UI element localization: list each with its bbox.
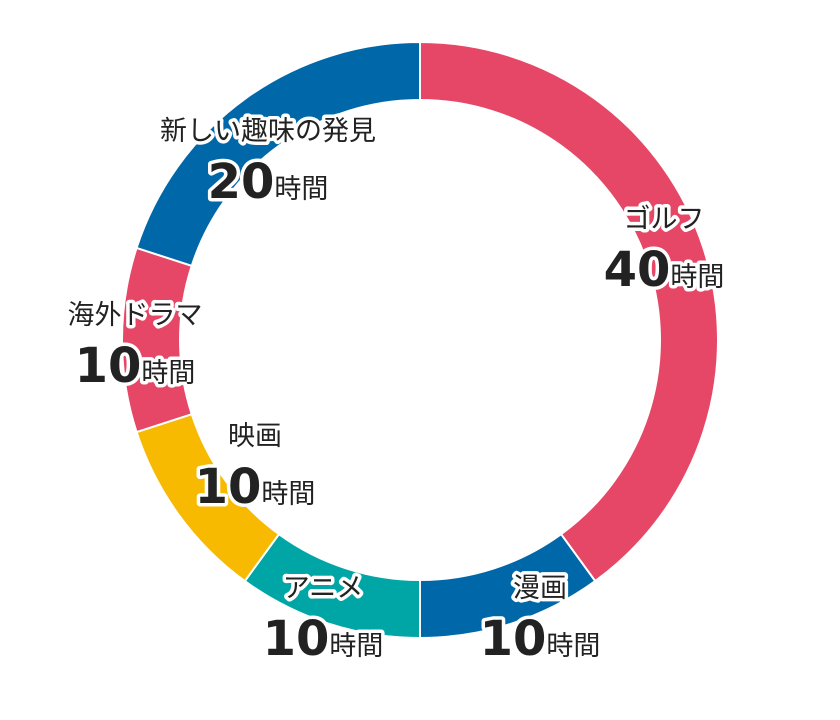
slice-label-name: 映画 bbox=[228, 421, 282, 452]
slice-label: ゴルフ 40時間 bbox=[600, 201, 728, 302]
slice-label: アニメ 10時間 bbox=[259, 570, 387, 671]
donut-slice bbox=[135, 40, 421, 268]
slice-value-unit: 時間 bbox=[261, 479, 315, 510]
slice-label-value: 20時間 bbox=[208, 154, 329, 210]
slices-group bbox=[121, 40, 719, 640]
slice-value-number: 20 bbox=[208, 154, 275, 210]
slice-value-unit: 時間 bbox=[274, 174, 328, 205]
slice-label-name: ゴルフ bbox=[624, 204, 705, 235]
donut-slice bbox=[419, 40, 719, 583]
slice-value-number: 10 bbox=[75, 338, 142, 394]
slice-label-name: アニメ bbox=[283, 573, 363, 604]
slice-label-value: 10時間 bbox=[195, 459, 316, 515]
slice-label: 新しい趣味の発見 20時間 bbox=[157, 113, 380, 214]
slice-value-unit: 時間 bbox=[141, 358, 195, 389]
slice-value-unit: 時間 bbox=[329, 631, 383, 662]
slice-value-number: 40 bbox=[604, 242, 671, 298]
slice-label-value: 10時間 bbox=[75, 338, 196, 394]
slice-value-number: 10 bbox=[195, 459, 262, 515]
slice-label-name: 新しい趣味の発見 bbox=[160, 116, 376, 147]
slice-label-value: 10時間 bbox=[480, 611, 601, 667]
labels-group: ゴルフ40時間漫画10時間アニメ10時間映画10時間海外ドラマ10時間新しい趣味… bbox=[64, 113, 728, 671]
slice-label-value: 40時間 bbox=[604, 242, 725, 298]
slice-value-unit: 時間 bbox=[546, 631, 600, 662]
slice-label-name: 海外ドラマ bbox=[68, 300, 203, 331]
slice-label: 海外ドラマ 10時間 bbox=[64, 297, 206, 398]
slice-value-number: 10 bbox=[263, 611, 330, 667]
slice-value-unit: 時間 bbox=[670, 262, 724, 293]
slice-label-value: 10時間 bbox=[263, 611, 384, 667]
slice-label: 映画 10時間 bbox=[191, 418, 319, 519]
slice-value-number: 10 bbox=[480, 611, 547, 667]
slice-label-name: 漫画 bbox=[513, 573, 567, 604]
slice-label: 漫画 10時間 bbox=[476, 570, 604, 671]
